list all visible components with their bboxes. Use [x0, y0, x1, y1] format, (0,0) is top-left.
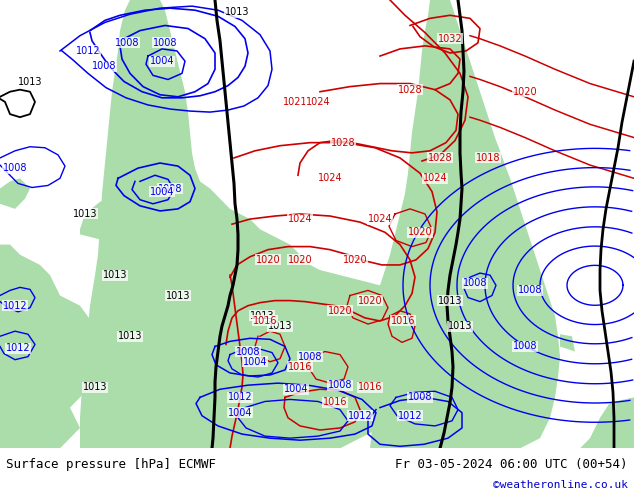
Text: 1013: 1013 — [83, 382, 107, 392]
Text: 1020: 1020 — [358, 295, 382, 306]
Text: 1004: 1004 — [284, 384, 308, 394]
Text: 1008: 1008 — [298, 352, 322, 362]
Text: 1012: 1012 — [347, 411, 372, 421]
Text: 1008: 1008 — [236, 346, 260, 357]
Text: 1012: 1012 — [3, 301, 27, 311]
Text: 1028: 1028 — [398, 85, 422, 95]
Text: 1008: 1008 — [518, 285, 542, 295]
Text: 1024: 1024 — [288, 214, 313, 224]
Text: 1024: 1024 — [318, 173, 342, 183]
Text: 1012: 1012 — [398, 411, 422, 421]
Text: Surface pressure [hPa] ECMWF: Surface pressure [hPa] ECMWF — [6, 458, 216, 471]
Text: 1004: 1004 — [228, 408, 252, 417]
Text: 1013: 1013 — [118, 331, 142, 341]
Text: 1024: 1024 — [368, 214, 392, 224]
Text: 1020: 1020 — [256, 255, 280, 265]
Text: 1018: 1018 — [476, 153, 500, 163]
Text: 1013: 1013 — [73, 209, 97, 219]
Text: 1020: 1020 — [513, 87, 537, 97]
Text: 1032: 1032 — [437, 34, 462, 44]
Text: ©weatheronline.co.uk: ©weatheronline.co.uk — [493, 480, 628, 490]
Text: 1008: 1008 — [158, 184, 182, 194]
Text: 1013: 1013 — [165, 291, 190, 300]
Text: 1013: 1013 — [103, 270, 127, 280]
Text: 1013: 1013 — [268, 321, 292, 331]
Text: 1012: 1012 — [75, 46, 100, 56]
Text: 1016: 1016 — [391, 316, 415, 326]
Text: 1004: 1004 — [243, 357, 268, 367]
Text: 1008: 1008 — [328, 380, 353, 390]
Text: 1008: 1008 — [408, 392, 432, 402]
Text: 1020: 1020 — [328, 306, 353, 316]
Text: 1020: 1020 — [288, 255, 313, 265]
Text: 1016: 1016 — [253, 316, 277, 326]
Text: 1028: 1028 — [331, 138, 355, 147]
Text: 1013: 1013 — [250, 311, 275, 321]
Text: 1016: 1016 — [358, 382, 382, 392]
Text: 1013: 1013 — [224, 7, 249, 17]
Text: 1016: 1016 — [323, 397, 347, 408]
Text: 1013: 1013 — [18, 76, 42, 87]
Text: 1008: 1008 — [115, 38, 139, 48]
Text: 1013: 1013 — [448, 321, 472, 331]
Text: 1004: 1004 — [150, 56, 174, 66]
Text: Fr 03-05-2024 06:00 UTC (00+54): Fr 03-05-2024 06:00 UTC (00+54) — [395, 458, 628, 471]
Text: 1020: 1020 — [343, 255, 367, 265]
Text: 1021: 1021 — [283, 97, 307, 107]
Text: 1012: 1012 — [228, 392, 252, 402]
Text: 1028: 1028 — [428, 153, 452, 163]
Text: 1013: 1013 — [437, 295, 462, 306]
Text: 1012: 1012 — [6, 343, 30, 353]
Text: 1008: 1008 — [92, 61, 116, 71]
Text: 1008: 1008 — [3, 163, 27, 173]
Text: 1008: 1008 — [463, 278, 488, 288]
Text: 1004: 1004 — [150, 187, 174, 196]
Text: 1016: 1016 — [288, 362, 313, 372]
Text: 1024: 1024 — [423, 173, 448, 183]
Text: 1008: 1008 — [513, 342, 537, 351]
Text: 1020: 1020 — [408, 227, 432, 237]
Text: 1024: 1024 — [306, 97, 330, 107]
Text: 1008: 1008 — [153, 38, 178, 48]
